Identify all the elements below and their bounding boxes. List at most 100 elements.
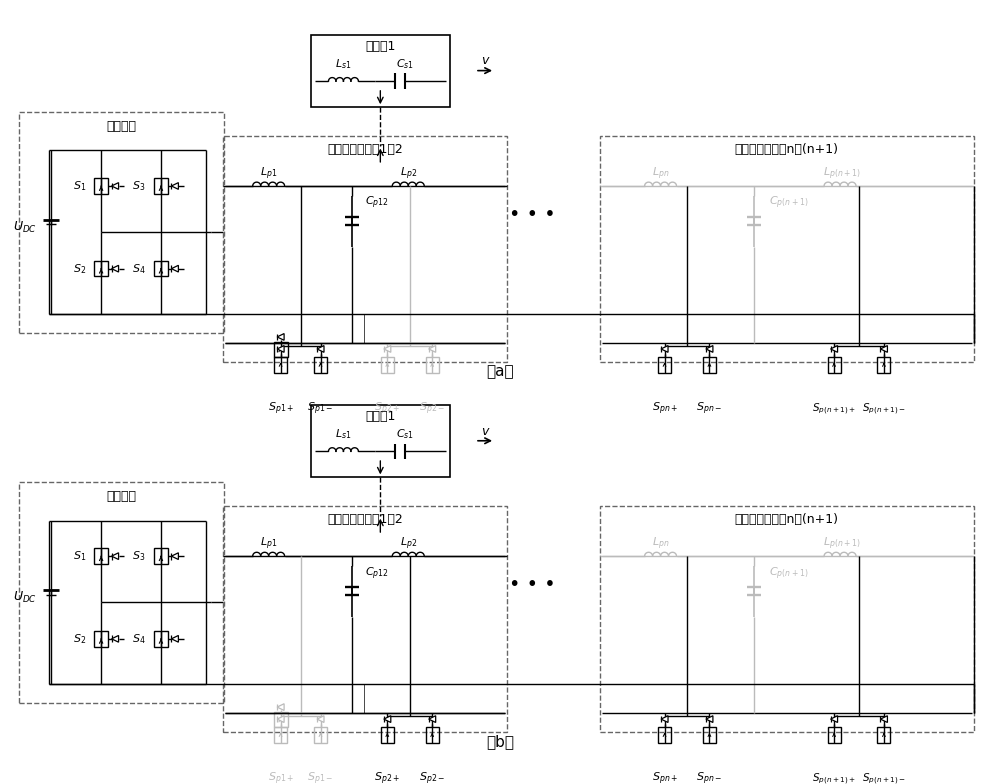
Polygon shape [277, 704, 284, 710]
Text: $C_{p12}$: $C_{p12}$ [365, 565, 389, 582]
Text: 发射电源: 发射电源 [107, 120, 137, 132]
Text: $L_{p1}$: $L_{p1}$ [260, 165, 277, 182]
Polygon shape [831, 346, 838, 352]
Text: $S_3$: $S_3$ [132, 179, 146, 193]
Text: $L_{p(n+1)}$: $L_{p(n+1)}$ [823, 165, 861, 182]
Bar [94, 631, 108, 647]
Bar [381, 728, 394, 742]
Text: 发射导轨供电段n，(n+1): 发射导轨供电段n，(n+1) [735, 513, 839, 526]
Polygon shape [880, 716, 887, 723]
Text: $S_{p(n+1)-}$: $S_{p(n+1)-}$ [862, 401, 906, 417]
Text: $S_{p1+}$: $S_{p1+}$ [268, 771, 294, 784]
Text: $S_{p(n+1)+}$: $S_{p(n+1)+}$ [812, 771, 856, 784]
Text: $S_{pn+}$: $S_{pn+}$ [652, 771, 678, 784]
Text: • • •: • • • [509, 575, 555, 594]
Text: $C_{s1}$: $C_{s1}$ [396, 427, 414, 441]
Text: $S_2$: $S_2$ [73, 632, 86, 646]
Polygon shape [706, 716, 713, 723]
Text: $S_{pn+}$: $S_{pn+}$ [652, 401, 678, 417]
Bar [600, 136, 974, 362]
Bar [223, 506, 507, 732]
Text: $S_4$: $S_4$ [132, 632, 146, 646]
Bar [311, 405, 450, 477]
Bar [828, 358, 841, 372]
Text: （a）: （a） [486, 364, 514, 379]
Text: $L_{s1}$: $L_{s1}$ [335, 57, 352, 71]
Text: $C_{p12}$: $C_{p12}$ [365, 195, 389, 212]
Bar [426, 728, 439, 742]
Polygon shape [171, 265, 178, 272]
Bar [274, 342, 288, 358]
Text: $C_{p(n+1)}$: $C_{p(n+1)}$ [769, 195, 809, 212]
Text: $L_{pn}$: $L_{pn}$ [652, 535, 669, 552]
Bar [154, 631, 168, 647]
Bar [426, 358, 439, 372]
Bar [658, 358, 671, 372]
Bar [703, 728, 716, 742]
Bar [314, 358, 327, 372]
Polygon shape [277, 346, 284, 352]
Polygon shape [831, 716, 838, 723]
Bar [274, 728, 287, 742]
Bar [274, 358, 287, 372]
Text: v: v [481, 425, 489, 437]
Polygon shape [384, 716, 391, 723]
Text: $L_{p(n+1)}$: $L_{p(n+1)}$ [823, 535, 861, 552]
Bar [314, 728, 327, 742]
Polygon shape [317, 346, 324, 352]
Text: （b）: （b） [486, 734, 514, 750]
Bar [154, 178, 168, 194]
Text: 发射导轨供电段n，(n+1): 发射导轨供电段n，(n+1) [735, 143, 839, 156]
Text: $L_{pn}$: $L_{pn}$ [652, 165, 669, 182]
Polygon shape [277, 716, 284, 723]
Text: 接收端1: 接收端1 [365, 40, 396, 53]
Text: $L_{p1}$: $L_{p1}$ [260, 535, 277, 552]
Text: $S_{p2+}$: $S_{p2+}$ [374, 771, 400, 784]
Text: $S_{p2-}$: $S_{p2-}$ [419, 401, 445, 417]
Polygon shape [277, 333, 284, 340]
Text: $S_{p1+}$: $S_{p1+}$ [268, 401, 294, 417]
Text: $C_{s1}$: $C_{s1}$ [396, 57, 414, 71]
Bar [600, 506, 974, 732]
Text: $C_{p(n+1)}$: $C_{p(n+1)}$ [769, 565, 809, 582]
Bar [94, 261, 108, 277]
Text: $S_1$: $S_1$ [73, 179, 86, 193]
Text: $S_{p1-}$: $S_{p1-}$ [307, 401, 334, 417]
Bar [94, 178, 108, 194]
Text: 发射电源: 发射电源 [107, 490, 137, 503]
Polygon shape [429, 346, 436, 352]
Bar [703, 358, 716, 372]
Polygon shape [706, 346, 713, 352]
Text: $S_{p2+}$: $S_{p2+}$ [374, 401, 400, 417]
Polygon shape [112, 265, 119, 272]
Text: $U_{DC}$: $U_{DC}$ [13, 590, 37, 605]
Text: $U_{DC}$: $U_{DC}$ [13, 220, 37, 235]
Polygon shape [112, 183, 119, 190]
Text: $S_{pn-}$: $S_{pn-}$ [696, 401, 722, 417]
Text: $S_{pn-}$: $S_{pn-}$ [696, 771, 722, 784]
Bar [828, 728, 841, 742]
Bar [877, 358, 890, 372]
Bar [19, 112, 224, 333]
Text: $L_{s1}$: $L_{s1}$ [335, 427, 352, 441]
Polygon shape [171, 183, 178, 190]
Bar [19, 482, 224, 703]
Bar [223, 136, 507, 362]
Bar [658, 728, 671, 742]
Text: $S_{p2-}$: $S_{p2-}$ [419, 771, 445, 784]
Polygon shape [112, 553, 119, 560]
Polygon shape [171, 636, 178, 642]
Polygon shape [317, 716, 324, 723]
Text: 发射导轨供电段1、2: 发射导轨供电段1、2 [327, 143, 403, 156]
Text: $S_1$: $S_1$ [73, 550, 86, 563]
Bar [274, 712, 288, 728]
Text: $L_{p2}$: $L_{p2}$ [400, 535, 417, 552]
Text: $S_{p(n+1)-}$: $S_{p(n+1)-}$ [862, 771, 906, 784]
Bar [94, 549, 108, 564]
Bar [381, 358, 394, 372]
Polygon shape [661, 716, 668, 723]
Text: $S_{p(n+1)+}$: $S_{p(n+1)+}$ [812, 401, 856, 417]
Polygon shape [661, 346, 668, 352]
Text: $S_4$: $S_4$ [132, 262, 146, 275]
Text: • • •: • • • [509, 205, 555, 224]
